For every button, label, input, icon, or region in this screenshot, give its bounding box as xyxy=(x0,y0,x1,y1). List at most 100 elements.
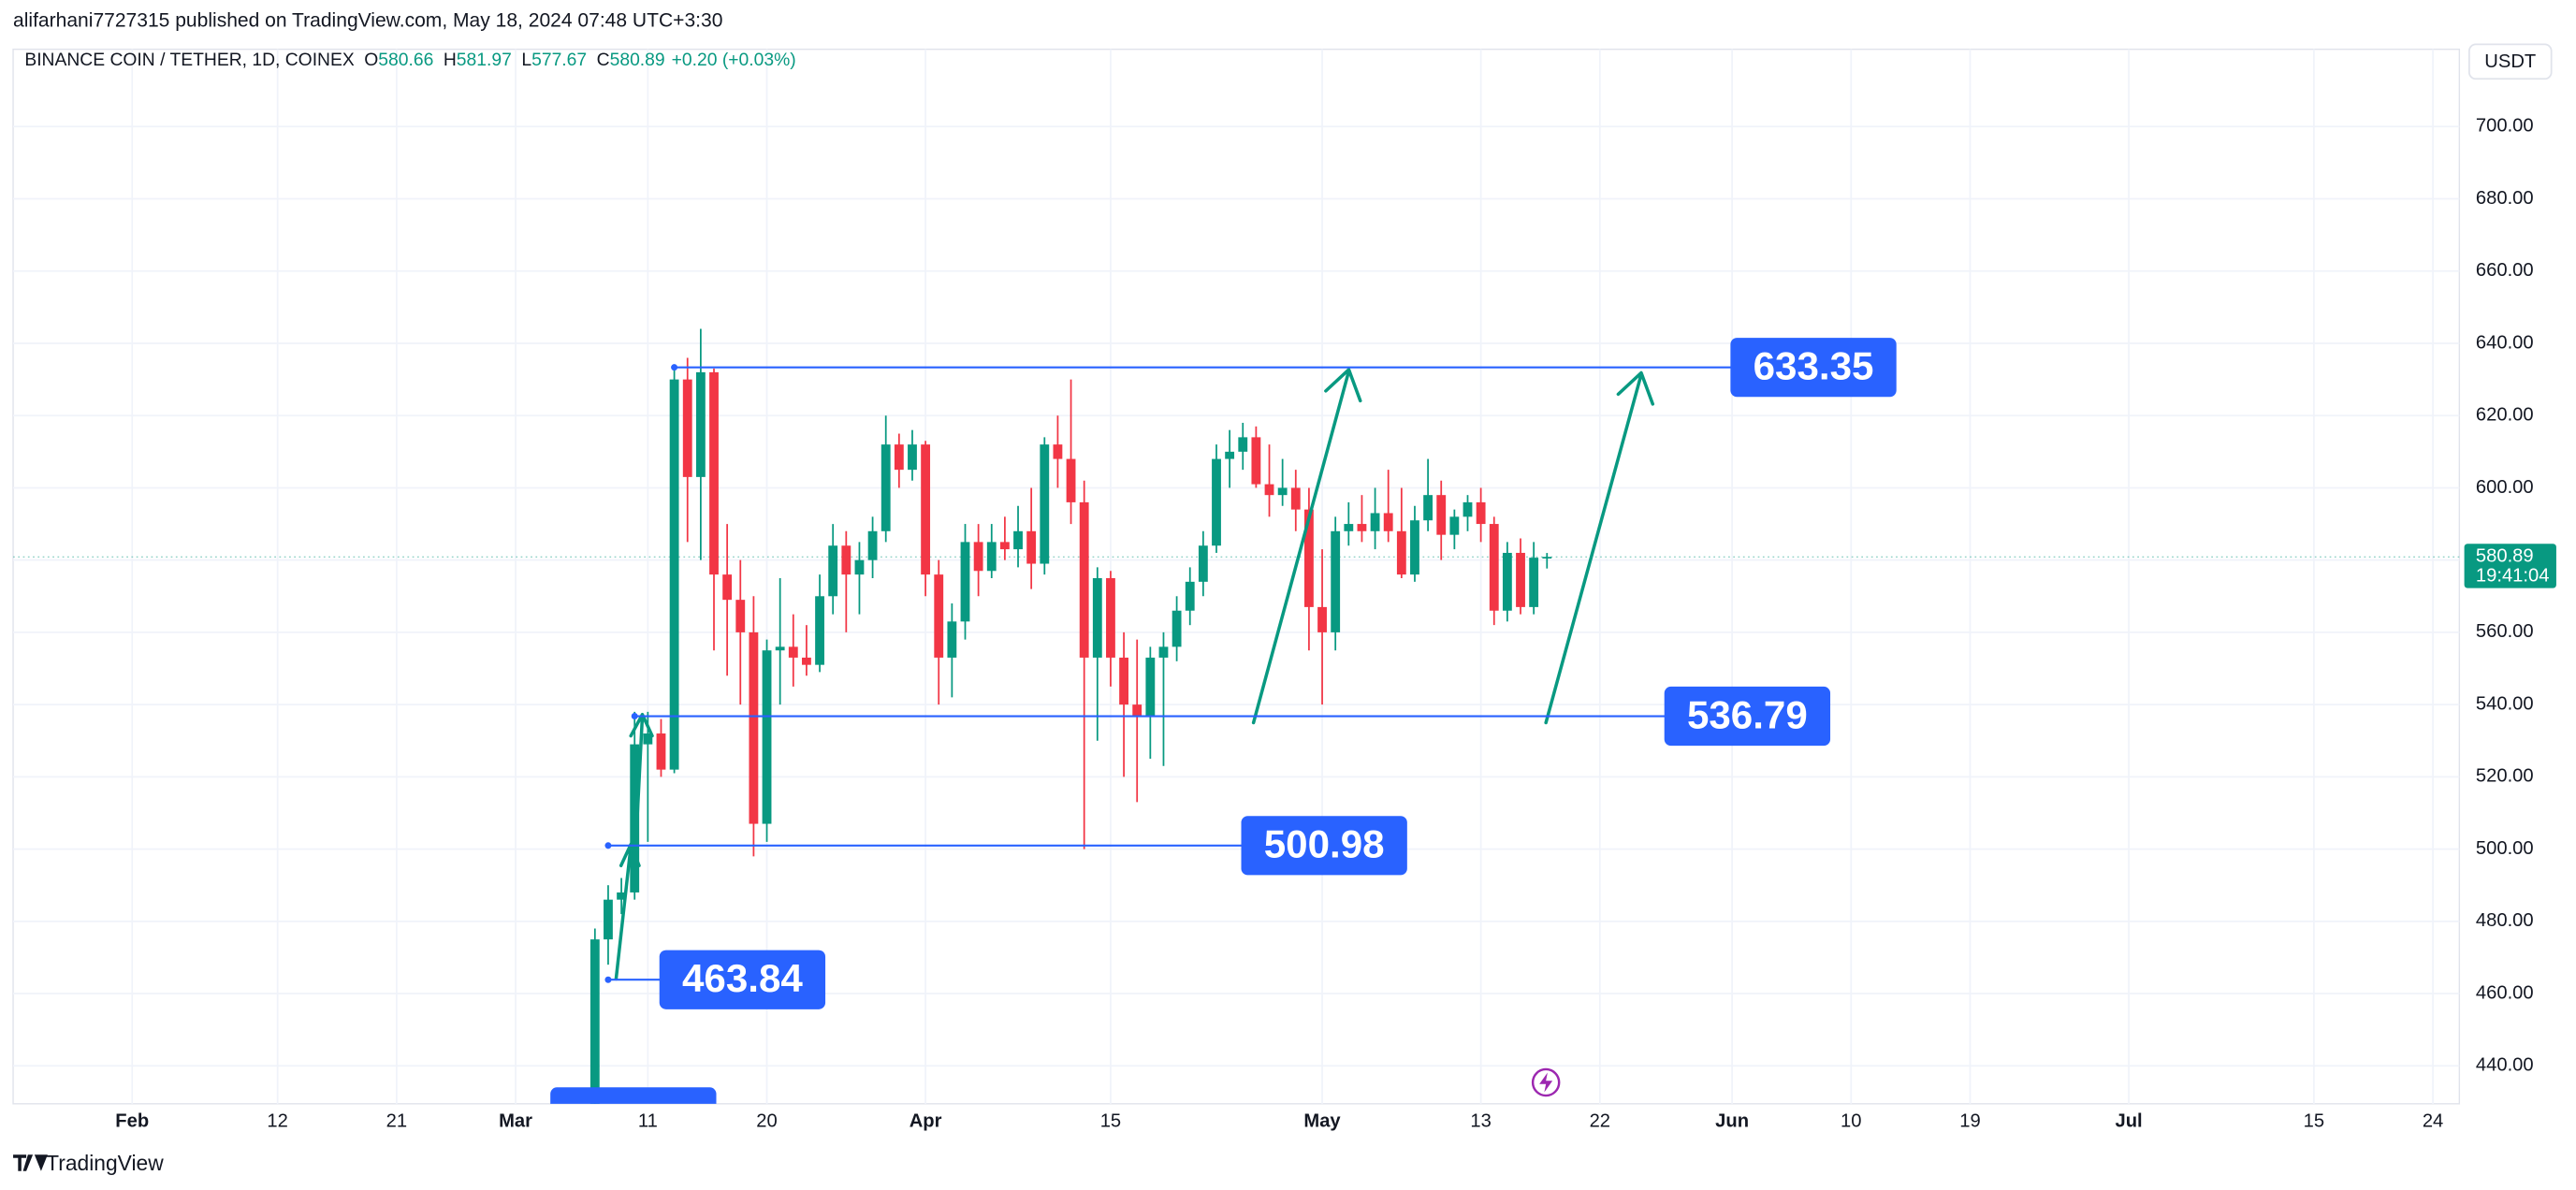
candle-body xyxy=(643,733,653,745)
candle-body xyxy=(682,379,692,477)
candle-body xyxy=(1423,495,1434,521)
countdown: 19:41:04 xyxy=(2476,566,2550,587)
candle-body xyxy=(1013,530,1023,550)
x-tick-label: Jul xyxy=(2115,1110,2142,1131)
candle-body xyxy=(828,545,838,597)
level-label-box xyxy=(1664,686,1831,747)
plot-frame xyxy=(12,48,2461,1105)
x-tick-label: 24 xyxy=(2423,1110,2443,1131)
legend-value: 580.66 xyxy=(378,51,433,70)
event-icon-bolt xyxy=(1539,1072,1553,1093)
currency-box[interactable] xyxy=(2467,43,2553,80)
candle-body xyxy=(999,542,1010,550)
y-tick-label: 540.00 xyxy=(2476,693,2534,714)
x-tick-label: 10 xyxy=(1841,1110,1861,1131)
legend-key: H xyxy=(444,51,457,70)
candle-body xyxy=(1172,610,1182,647)
candle-body xyxy=(656,733,666,770)
candle-body xyxy=(1092,577,1102,658)
y-tick-label: 520.00 xyxy=(2476,766,2534,787)
grid xyxy=(13,49,2460,1104)
candle-body xyxy=(934,574,944,658)
arrow xyxy=(1544,370,1655,725)
arrow xyxy=(614,842,641,981)
last-price-tag xyxy=(2464,544,2556,588)
candle-body xyxy=(1410,520,1419,575)
candle-body xyxy=(1516,552,1525,607)
candle-body xyxy=(867,530,878,560)
level-label: 536.79 xyxy=(1687,692,1808,736)
candle-body xyxy=(986,542,997,572)
candle-body xyxy=(1145,657,1156,716)
candle-body xyxy=(1185,581,1195,611)
currency: USDT xyxy=(2484,51,2536,72)
y-tick-label: 660.00 xyxy=(2476,260,2534,281)
candle-body xyxy=(589,939,600,1104)
candle-body xyxy=(775,646,785,651)
legend-symbol: BINANCE COIN / TETHER, 1D, COINEX xyxy=(24,51,355,70)
x-tick-label: Feb xyxy=(115,1110,149,1131)
candle-body xyxy=(894,444,904,471)
legend-key: L xyxy=(521,51,531,70)
candle-body xyxy=(973,542,983,572)
candle-body xyxy=(1132,704,1142,716)
legend-value: 577.67 xyxy=(531,51,587,70)
level-anchor xyxy=(631,713,638,720)
arrow xyxy=(1251,368,1362,725)
candle-body xyxy=(1198,545,1208,582)
y-tick-label: 500.00 xyxy=(2476,838,2534,859)
candle-body xyxy=(921,444,931,575)
level-label: 500.98 xyxy=(1264,822,1385,866)
level-anchor xyxy=(671,364,678,371)
y-tick-label: 460.00 xyxy=(2476,982,2534,1003)
legend-key: C xyxy=(597,51,610,70)
candle-body xyxy=(1502,552,1512,611)
candle-body xyxy=(1436,495,1447,535)
candle-body xyxy=(1079,501,1089,658)
candle-body xyxy=(1277,487,1288,496)
candle-body xyxy=(1489,524,1499,611)
candle-body xyxy=(1106,577,1115,658)
candle-body xyxy=(1066,458,1076,502)
candle-body xyxy=(669,379,679,770)
level-label: 633.35 xyxy=(1754,344,1874,388)
legend-change: +0.20 (+0.03%) xyxy=(672,51,796,70)
candle-body xyxy=(1383,513,1393,531)
candle-body xyxy=(1370,513,1380,531)
candle-body xyxy=(1040,444,1050,564)
candle-body xyxy=(1396,530,1406,575)
candle-body xyxy=(908,444,917,471)
y-tick-label: 600.00 xyxy=(2476,477,2534,498)
legend: BINANCE COIN / TETHER, 1D, COINEX O580.66… xyxy=(24,51,795,70)
candle-body xyxy=(695,371,706,477)
candle-body xyxy=(1290,487,1301,510)
candle-body xyxy=(1304,509,1314,607)
candle-body xyxy=(1212,458,1221,546)
candle-body xyxy=(1238,437,1248,452)
candle-body xyxy=(1529,558,1539,607)
level-label: 463.84 xyxy=(682,956,803,1000)
level-label-box xyxy=(1730,338,1897,398)
candle-body xyxy=(1463,501,1473,517)
candle-body xyxy=(1053,444,1063,459)
candle-body xyxy=(1357,524,1367,531)
event-icon[interactable] xyxy=(1531,1067,1561,1097)
arrows xyxy=(614,368,1655,981)
y-tick-label: 560.00 xyxy=(2476,621,2534,642)
candle-body xyxy=(1251,437,1261,485)
x-tick-label: 12 xyxy=(267,1110,287,1131)
candle-body xyxy=(1542,557,1552,559)
x-tick-label: 13 xyxy=(1470,1110,1491,1131)
candle-body xyxy=(1119,657,1128,705)
x-tick-label: Mar xyxy=(499,1110,532,1131)
x-tick-label: Apr xyxy=(910,1110,942,1131)
candle-body xyxy=(960,542,970,622)
candle-body xyxy=(1026,530,1037,564)
x-tick-label: 15 xyxy=(2304,1110,2324,1131)
candle-body xyxy=(815,596,824,665)
arrow xyxy=(629,712,654,848)
level-label-box xyxy=(659,950,826,1009)
candle-body xyxy=(1317,606,1327,632)
candle-body xyxy=(735,600,746,632)
